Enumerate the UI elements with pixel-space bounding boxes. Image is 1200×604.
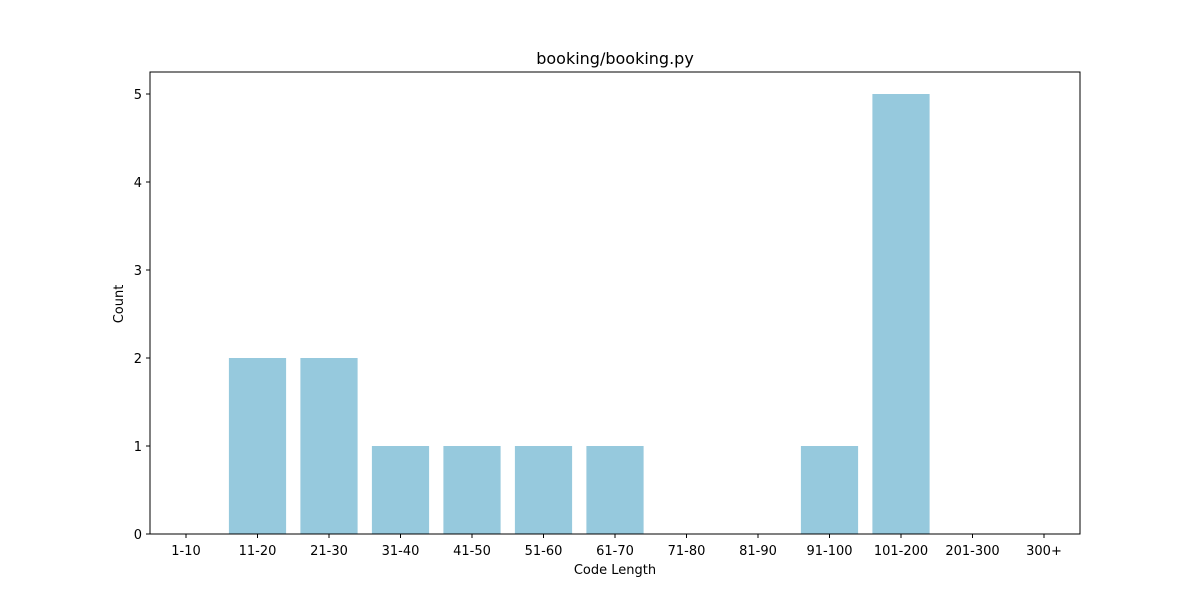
bar — [443, 446, 501, 534]
x-tick-label: 300+ — [1026, 544, 1062, 559]
x-tick-label: 51-60 — [525, 544, 563, 559]
x-tick-label: 11-20 — [239, 544, 277, 559]
x-tick-label: 201-300 — [945, 544, 999, 559]
chart-title: booking/booking.py — [536, 49, 694, 68]
y-tick-label: 0 — [134, 528, 142, 543]
y-axis-label: Count — [112, 285, 127, 324]
y-tick-label: 3 — [134, 264, 142, 279]
y-tick-label: 2 — [134, 352, 142, 367]
x-tick-label: 71-80 — [668, 544, 706, 559]
y-tick-label: 4 — [134, 176, 142, 191]
x-tick-label: 41-50 — [453, 544, 491, 559]
x-tick-label: 61-70 — [596, 544, 634, 559]
x-tick-label: 1-10 — [171, 544, 201, 559]
bar — [228, 358, 287, 534]
bar — [300, 358, 358, 534]
x-tick-label: 21-30 — [310, 544, 348, 559]
x-axis: 1-10 11-20 21-30 31-40 41-50 51-60 61-70 71-80 8… — [171, 534, 1062, 559]
x-tick-label: 81-90 — [739, 544, 777, 559]
bar — [586, 446, 644, 534]
bars-layer — [228, 94, 930, 534]
x-tick-label: 91-100 — [806, 544, 852, 559]
x-tick-label: 101-200 — [874, 544, 928, 559]
y-tick-label: 5 — [134, 88, 142, 103]
x-axis-label: Code Length — [574, 563, 656, 578]
bar — [371, 446, 430, 534]
bar — [800, 446, 859, 534]
y-axis: 0 1 2 3 4 5 — [134, 88, 150, 543]
bar — [514, 446, 573, 534]
x-tick-label: 31-40 — [382, 544, 420, 559]
plot-frame — [149, 71, 1081, 535]
bar — [872, 94, 930, 534]
y-tick-label: 1 — [134, 440, 142, 455]
